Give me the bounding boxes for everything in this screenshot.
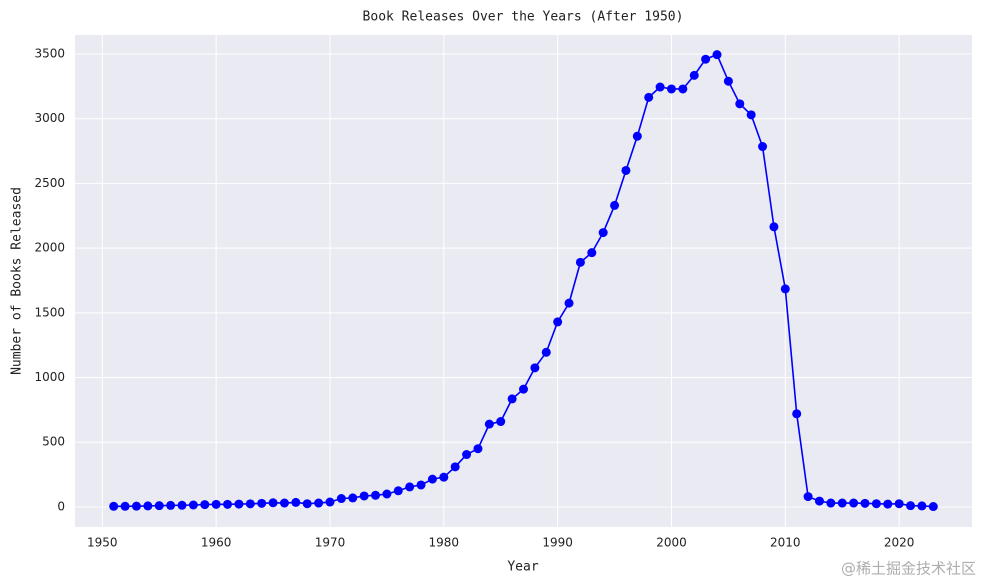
marker: [928, 502, 938, 512]
marker: [416, 480, 426, 490]
marker: [894, 499, 904, 509]
marker: [291, 497, 301, 507]
x-tick-label: 1980: [429, 536, 460, 550]
marker: [496, 417, 506, 427]
marker: [632, 131, 642, 141]
marker: [166, 500, 176, 510]
marker: [188, 500, 198, 510]
marker: [826, 498, 836, 508]
y-tick-label: 2500: [34, 176, 65, 190]
y-tick-label: 0: [57, 499, 65, 513]
marker: [462, 450, 472, 460]
marker: [553, 317, 563, 327]
marker: [473, 444, 483, 454]
marker: [120, 501, 130, 511]
marker: [257, 498, 267, 508]
marker: [450, 462, 460, 472]
marker: [678, 84, 688, 94]
marker: [519, 384, 528, 394]
marker: [701, 54, 711, 64]
marker: [245, 499, 255, 509]
marker: [849, 498, 859, 508]
marker: [541, 347, 551, 357]
marker: [621, 165, 631, 175]
y-tick-label: 2000: [34, 241, 65, 255]
marker: [177, 500, 187, 510]
y-tick-label: 500: [42, 435, 65, 449]
marker: [439, 472, 449, 482]
marker: [598, 228, 608, 238]
marker: [735, 99, 745, 109]
marker: [336, 494, 346, 504]
watermark: @稀土掘金技术社区: [841, 560, 976, 578]
marker: [769, 222, 779, 232]
marker: [279, 498, 289, 508]
x-tick-label: 2010: [770, 536, 801, 550]
marker: [314, 498, 324, 508]
marker: [803, 492, 813, 502]
marker: [325, 497, 335, 507]
marker: [712, 50, 722, 60]
marker: [530, 363, 540, 373]
marker: [507, 394, 517, 404]
marker: [564, 298, 574, 308]
marker: [109, 501, 119, 511]
x-tick-label: 1970: [315, 536, 346, 550]
marker: [154, 501, 164, 511]
marker: [382, 489, 392, 499]
marker: [746, 110, 756, 120]
marker: [302, 499, 312, 509]
marker: [906, 501, 916, 511]
marker: [393, 486, 403, 496]
marker: [871, 499, 881, 509]
marker: [131, 501, 141, 511]
x-tick-label: 1950: [87, 536, 118, 550]
marker: [780, 284, 790, 294]
marker: [644, 92, 654, 102]
marker: [587, 248, 597, 258]
marker: [143, 501, 153, 511]
marker: [792, 409, 802, 419]
y-tick-label: 1500: [34, 305, 65, 319]
marker: [359, 491, 369, 501]
y-tick-label: 3500: [34, 47, 65, 61]
marker: [348, 493, 358, 503]
marker: [610, 200, 620, 210]
marker: [655, 82, 665, 92]
x-axis-label: Year: [507, 560, 538, 575]
marker: [883, 499, 893, 509]
marker: [268, 498, 278, 508]
y-axis-label: Number of Books Released: [10, 187, 25, 375]
marker: [223, 499, 233, 509]
marker: [837, 498, 847, 508]
x-tick-label: 1960: [201, 536, 232, 550]
marker: [484, 419, 494, 429]
marker: [405, 482, 415, 492]
marker: [371, 490, 381, 500]
marker: [200, 500, 210, 510]
chart-title: Book Releases Over the Years (After 1950…: [363, 10, 684, 25]
x-tick-label: 1990: [542, 536, 573, 550]
marker: [758, 142, 768, 152]
marker: [666, 84, 676, 94]
marker: [427, 474, 437, 484]
x-tick-label: 2000: [656, 536, 687, 550]
marker: [917, 501, 927, 511]
plot-area: [75, 35, 972, 527]
x-tick-label: 2020: [884, 536, 915, 550]
marker: [689, 70, 699, 80]
marker: [211, 499, 221, 509]
marker: [575, 257, 585, 267]
marker: [723, 76, 733, 86]
y-tick-label: 1000: [34, 370, 65, 384]
marker: [234, 499, 244, 509]
marker: [814, 496, 824, 506]
marker: [860, 498, 870, 508]
y-tick-label: 3000: [34, 111, 65, 125]
